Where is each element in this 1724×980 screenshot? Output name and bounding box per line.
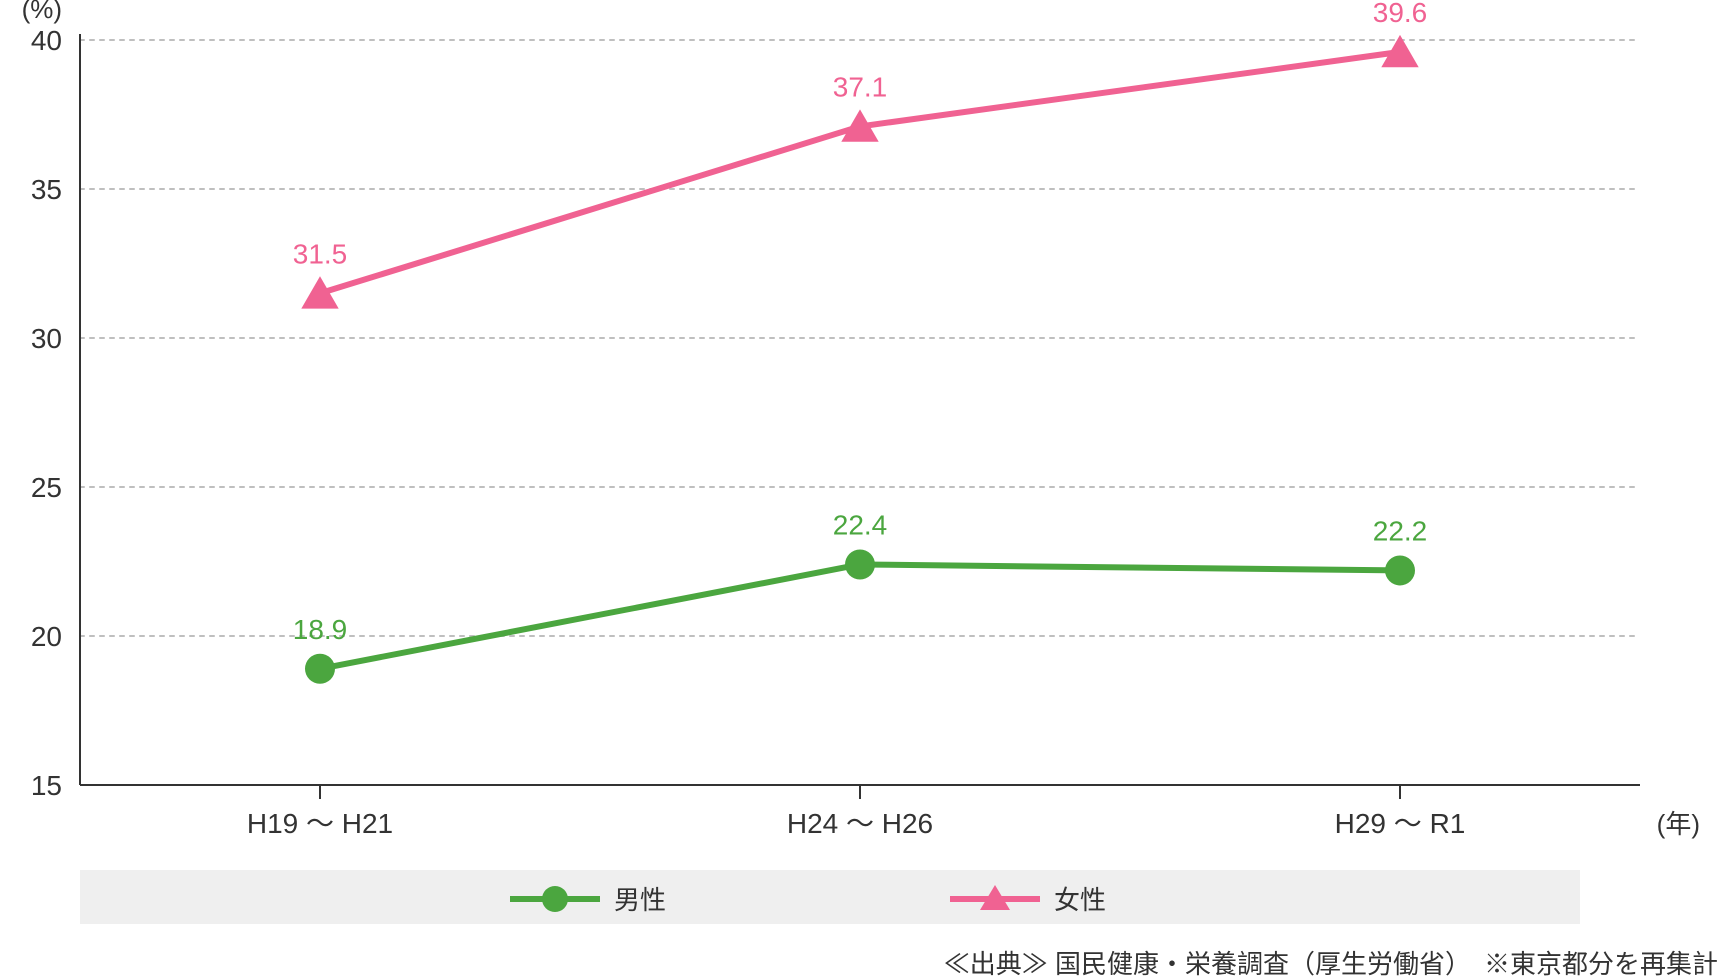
legend-marker-female xyxy=(950,882,1040,916)
svg-text:37.1: 37.1 xyxy=(833,71,888,102)
chart-svg: 15 20 25 30 35 40(%) H19 ～ H21 H24 ～ H26 H29 ～ R… xyxy=(0,0,1724,980)
svg-text:22.4: 22.4 xyxy=(833,509,888,540)
legend-item-female: 女性 xyxy=(950,880,1106,917)
line-chart: 15 20 25 30 35 40(%) H19 ～ H21 H24 ～ H26 H29 ～ R… xyxy=(0,0,1724,980)
svg-text:40: 40 xyxy=(31,25,62,56)
svg-text:25: 25 xyxy=(31,472,62,503)
svg-text:35: 35 xyxy=(31,174,62,205)
svg-text:H24 ～ H26: H24 ～ H26 xyxy=(787,808,933,839)
legend-item-male: 男性 xyxy=(510,880,666,917)
svg-text:15: 15 xyxy=(31,770,62,801)
svg-text:H29 ～ R1: H29 ～ R1 xyxy=(1335,808,1466,839)
legend-label-female: 女性 xyxy=(1054,880,1106,917)
legend-marker-male xyxy=(510,882,600,916)
svg-text:18.9: 18.9 xyxy=(293,614,348,645)
legend-box xyxy=(80,870,1580,924)
svg-text:31.5: 31.5 xyxy=(293,238,348,269)
legend-label-male: 男性 xyxy=(614,880,666,917)
svg-text:(%): (%) xyxy=(22,0,62,24)
svg-text:H19 ～ H21: H19 ～ H21 xyxy=(247,808,393,839)
svg-text:(年): (年) xyxy=(1657,809,1700,839)
svg-text:22.2: 22.2 xyxy=(1373,515,1428,546)
source-note: ≪出典≫ 国民健康・栄養調査（厚生労働省） ※東京都分を再集計 xyxy=(944,944,1718,980)
svg-text:20: 20 xyxy=(31,621,62,652)
svg-text:30: 30 xyxy=(31,323,62,354)
svg-text:39.6: 39.6 xyxy=(1373,0,1428,28)
